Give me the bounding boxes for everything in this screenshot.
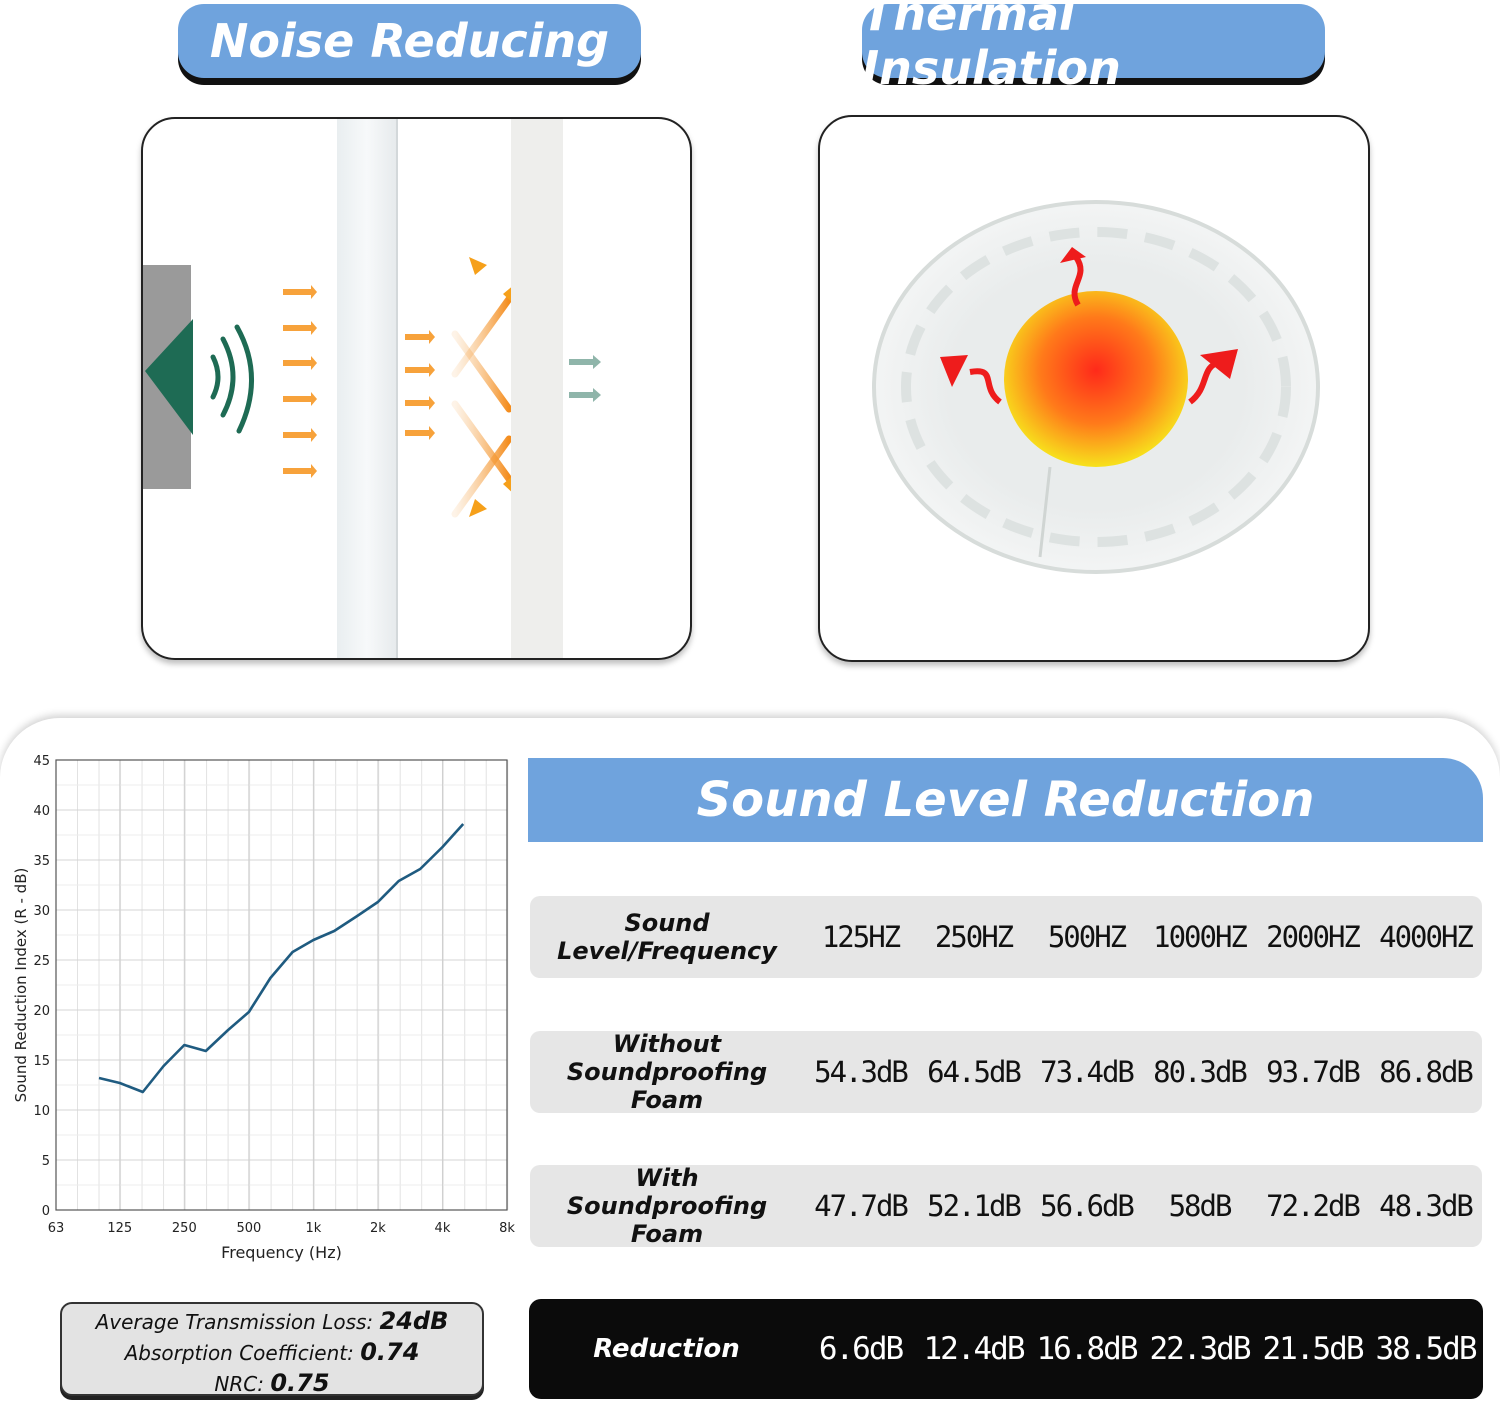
ac-value: 0.74 bbox=[360, 1338, 419, 1366]
x-tick-label: 4k bbox=[435, 1221, 451, 1236]
freq-2000: 2000HZ bbox=[1256, 920, 1369, 954]
x-axis-label: Frequency (Hz) bbox=[221, 1243, 342, 1262]
header-label: Sound Level/Frequency bbox=[530, 909, 804, 965]
wall-layer bbox=[511, 119, 563, 658]
y-tick-label: 0 bbox=[42, 1204, 50, 1219]
y-tick-label: 25 bbox=[33, 954, 50, 969]
y-tick-label: 20 bbox=[33, 1004, 50, 1019]
y-tick-label: 35 bbox=[33, 854, 50, 869]
x-tick-label: 500 bbox=[236, 1221, 261, 1236]
y-tick-label: 15 bbox=[33, 1054, 50, 1069]
freq-125: 125HZ bbox=[804, 920, 917, 954]
atl-value: 24dB bbox=[380, 1307, 449, 1335]
table-header-row: Sound Level/Frequency 125HZ 250HZ 500HZ … bbox=[530, 896, 1482, 978]
acoustic-stats-box: Average Transmission Loss: 24dB Absorpti… bbox=[60, 1302, 484, 1396]
y-axis-label: Sound Reduction Index (R - dB) bbox=[12, 868, 30, 1103]
table-cell: 12.4dB bbox=[917, 1331, 1030, 1367]
table-cell: 54.3dB bbox=[804, 1055, 917, 1089]
reflected-arrow-icon bbox=[455, 299, 509, 514]
freq-1000: 1000HZ bbox=[1143, 920, 1256, 954]
nrc-rating: NRC: 0.75 bbox=[62, 1368, 482, 1399]
nrc-value: 0.75 bbox=[270, 1369, 329, 1397]
y-tick-label: 40 bbox=[33, 804, 50, 819]
heated-pipe bbox=[1004, 291, 1188, 467]
table-cell: 73.4dB bbox=[1030, 1055, 1143, 1089]
x-tick-label: 8k bbox=[499, 1221, 515, 1236]
sound-wave-icon bbox=[213, 327, 252, 431]
table-cell: 38.5dB bbox=[1369, 1331, 1482, 1367]
table-cell: 72.2dB bbox=[1256, 1189, 1369, 1223]
y-tick-label: 5 bbox=[42, 1154, 50, 1169]
table-cell: 52.1dB bbox=[917, 1189, 1030, 1223]
ac-label: Absorption Coefficient: bbox=[125, 1341, 361, 1365]
freq-500: 500HZ bbox=[1030, 920, 1143, 954]
noise-illustration-panel bbox=[141, 117, 692, 660]
table-cell: 93.7dB bbox=[1256, 1055, 1369, 1089]
absorption-coefficient: Absorption Coefficient: 0.74 bbox=[62, 1337, 482, 1368]
exiting-sound-arrows bbox=[569, 355, 601, 402]
noise-illustration bbox=[143, 119, 690, 658]
x-tick-label: 2k bbox=[370, 1221, 386, 1236]
series-line bbox=[99, 824, 463, 1092]
row-label-line2: Soundproofing Foam bbox=[530, 1192, 804, 1248]
table-cell: 80.3dB bbox=[1143, 1055, 1256, 1089]
passing-sound-arrows bbox=[405, 330, 435, 440]
table-cell: 56.6dB bbox=[1030, 1189, 1143, 1223]
row-label-line2: Soundproofing Foam bbox=[530, 1058, 804, 1114]
thermal-insulation-header: Thermal Insulation bbox=[862, 4, 1325, 78]
sound-reduction-chart: 0 5 10 15 20 25 30 35 40 45 63 125 250 500 1k 2k 4k 8k Fre… bbox=[0, 745, 520, 1275]
frequency-cells: 125HZ 250HZ 500HZ 1000HZ 2000HZ 4000HZ bbox=[804, 920, 1482, 954]
foam-layer bbox=[337, 119, 397, 658]
row-label-line1: Without bbox=[530, 1030, 804, 1058]
nrc-label: NRC: bbox=[214, 1372, 270, 1396]
x-tick-label: 125 bbox=[107, 1221, 132, 1236]
table-cell: 64.5dB bbox=[917, 1055, 1030, 1089]
thermal-illustration-panel bbox=[818, 115, 1370, 662]
with-values: 47.7dB 52.1dB 56.6dB 58dB 72.2dB 48.3dB bbox=[804, 1189, 1482, 1223]
freq-250: 250HZ bbox=[917, 920, 1030, 954]
atl-label: Average Transmission Loss: bbox=[96, 1310, 380, 1334]
avg-transmission-loss: Average Transmission Loss: 24dB bbox=[62, 1306, 482, 1337]
row-label-line1: With bbox=[530, 1164, 804, 1192]
table-cell: 47.7dB bbox=[804, 1189, 917, 1223]
table-cell: 22.3dB bbox=[1143, 1331, 1256, 1367]
table-cell: 58dB bbox=[1143, 1189, 1256, 1223]
x-tick-label: 63 bbox=[48, 1221, 65, 1236]
x-tick-label: 250 bbox=[172, 1221, 197, 1236]
y-tick-label: 10 bbox=[33, 1104, 50, 1119]
table-cell: 16.8dB bbox=[1030, 1331, 1143, 1367]
incoming-sound-arrows bbox=[283, 285, 317, 478]
table-cell: 48.3dB bbox=[1369, 1189, 1482, 1223]
freq-4000: 4000HZ bbox=[1369, 920, 1482, 954]
without-values: 54.3dB 64.5dB 73.4dB 80.3dB 93.7dB 86.8d… bbox=[804, 1055, 1482, 1089]
y-tick-label: 30 bbox=[33, 904, 50, 919]
table-row-reduction: Reduction 6.6dB 12.4dB 16.8dB 22.3dB 21.… bbox=[529, 1299, 1483, 1399]
table-cell: 21.5dB bbox=[1256, 1331, 1369, 1367]
sound-level-reduction-title: Sound Level Reduction bbox=[528, 758, 1483, 842]
table-cell: 6.6dB bbox=[804, 1331, 917, 1367]
reduction-values: 6.6dB 12.4dB 16.8dB 22.3dB 21.5dB 38.5dB bbox=[804, 1331, 1483, 1367]
noise-reducing-header: Noise Reducing bbox=[178, 4, 641, 78]
thermal-illustration bbox=[820, 117, 1368, 660]
reduction-label: Reduction bbox=[529, 1335, 804, 1363]
table-cell: 86.8dB bbox=[1369, 1055, 1482, 1089]
x-tick-label: 1k bbox=[305, 1221, 321, 1236]
y-tick-label: 45 bbox=[33, 754, 50, 769]
